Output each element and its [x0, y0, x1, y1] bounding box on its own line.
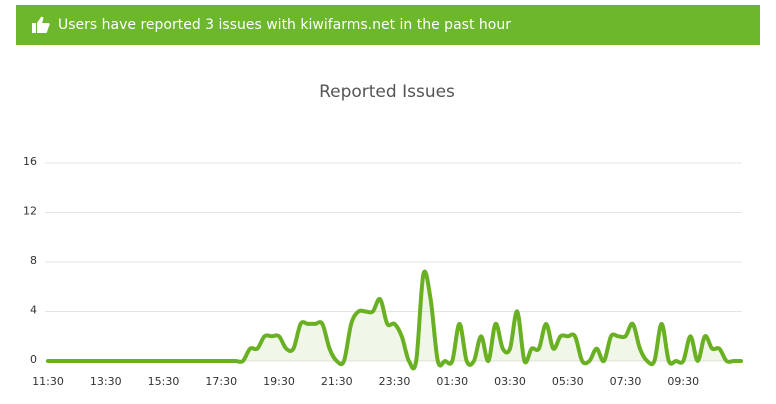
status-banner: Users have reported 3 issues with kiwifa… [16, 5, 760, 45]
x-tick-label: 11:30 [32, 375, 64, 388]
thumbs-up-icon [32, 16, 50, 33]
x-tick-label: 05:30 [552, 375, 584, 388]
y-tick-label: 4 [30, 304, 37, 317]
x-tick-label: 07:30 [610, 375, 642, 388]
x-tick-label: 13:30 [90, 375, 122, 388]
x-tick-label: 21:30 [321, 375, 353, 388]
area [48, 271, 741, 369]
chart-title: Reported Issues [319, 82, 455, 102]
x-tick-label: 23:30 [379, 375, 411, 388]
line [46, 269, 743, 371]
x-tick-label: 15:30 [148, 375, 180, 388]
x-tick-label: 09:30 [667, 375, 699, 388]
y-tick-label: 12 [23, 205, 37, 218]
x-tick-label: 19:30 [263, 375, 295, 388]
x-tick-label: 17:30 [205, 375, 237, 388]
y-tick-label: 0 [30, 353, 37, 366]
x-tick-label: 01:30 [436, 375, 468, 388]
x-tick-label: 03:30 [494, 375, 526, 388]
y-tick-label: 8 [30, 254, 37, 267]
y-tick-label: 16 [23, 155, 37, 168]
banner-text: Users have reported 3 issues with kiwifa… [58, 17, 511, 33]
